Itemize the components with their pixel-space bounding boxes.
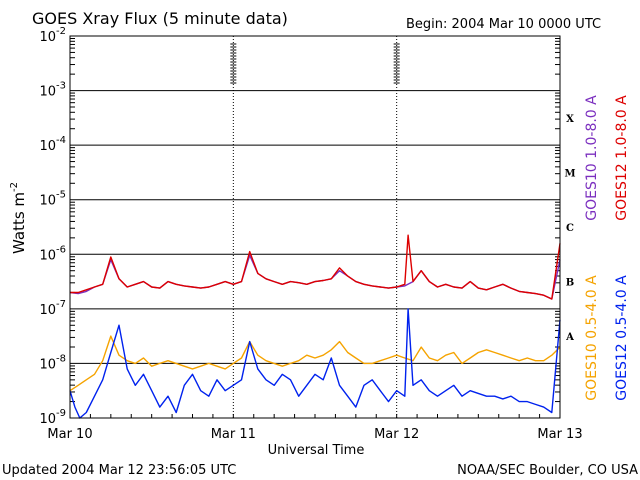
y-tick-label: 10-5 bbox=[39, 190, 66, 209]
legend-label: GOES12 0.5-4.0 A bbox=[614, 275, 630, 401]
series-line-2 bbox=[70, 234, 561, 300]
legend-entry: GOES12 0.5-4.0 A bbox=[614, 275, 630, 401]
y-tick-label: 10-4 bbox=[39, 135, 66, 154]
series-line-4 bbox=[69, 308, 561, 419]
legend-label: GOES10 1.0-8.0 A bbox=[584, 95, 600, 221]
series-line-3 bbox=[69, 335, 561, 392]
footer-updated: Updated 2004 Mar 12 23:56:05 UTC bbox=[2, 463, 236, 478]
y-tick-labels: 10-9 10-8 10-7 10-6 10-5 10-4 10-3 10-2 bbox=[39, 26, 66, 427]
flare-class-label: M bbox=[564, 168, 575, 179]
plot-grid bbox=[69, 36, 561, 418]
plot-frame bbox=[69, 35, 561, 419]
y-axis-label: Watts m-2 bbox=[9, 182, 28, 254]
legend-entry: GOES10 0.5-4.0 A bbox=[584, 275, 600, 401]
y-tick-label: 10-3 bbox=[39, 81, 66, 100]
legend-label: GOES12 1.0-8.0 A bbox=[614, 95, 630, 221]
y-axis-label-text: Watts m bbox=[10, 192, 28, 254]
x-tick-label: Mar 10 bbox=[47, 427, 92, 442]
x-tick-label: Mar 11 bbox=[211, 427, 256, 442]
flare-class-label: B bbox=[566, 278, 574, 289]
flare-class-labels: A B C M X bbox=[564, 114, 575, 343]
y-tick-label: 10-7 bbox=[39, 299, 66, 318]
legend: GOES10 1.0-8.0 A GOES12 1.0-8.0 A GOES10 0… bbox=[584, 95, 630, 401]
x-tick-label: Mar 12 bbox=[374, 427, 419, 442]
series-layer bbox=[69, 234, 561, 419]
footer-credit: NOAA/SEC Boulder, CO USA bbox=[457, 463, 638, 478]
legend-entry: GOES12 1.0-8.0 A bbox=[614, 95, 630, 221]
legend-entry: GOES10 1.0-8.0 A bbox=[584, 95, 600, 221]
chart-title: GOES Xray Flux (5 minute data) bbox=[32, 9, 288, 28]
x-axis-label: Universal Time bbox=[268, 443, 365, 458]
series-line-1 bbox=[69, 254, 561, 300]
y-tick-label: 10-8 bbox=[39, 353, 66, 372]
legend-label: GOES10 0.5-4.0 A bbox=[584, 275, 600, 401]
x-tick-labels: Mar 10 Mar 11 Mar 12 Mar 13 bbox=[47, 427, 582, 442]
svg-text:Watts m-2: Watts m-2 bbox=[9, 182, 28, 254]
flare-class-label: X bbox=[566, 114, 574, 125]
y-tick-label: 10-2 bbox=[39, 26, 66, 45]
y-tick-label: 10-9 bbox=[39, 408, 66, 427]
flare-class-label: A bbox=[565, 332, 574, 343]
flare-class-label: C bbox=[566, 223, 574, 234]
y-tick-label: 10-6 bbox=[39, 244, 66, 263]
y-axis-label-sup: -2 bbox=[9, 182, 20, 192]
x-tick-label: Mar 13 bbox=[537, 427, 582, 442]
begin-label: Begin: 2004 Mar 10 0000 UTC bbox=[406, 17, 601, 32]
